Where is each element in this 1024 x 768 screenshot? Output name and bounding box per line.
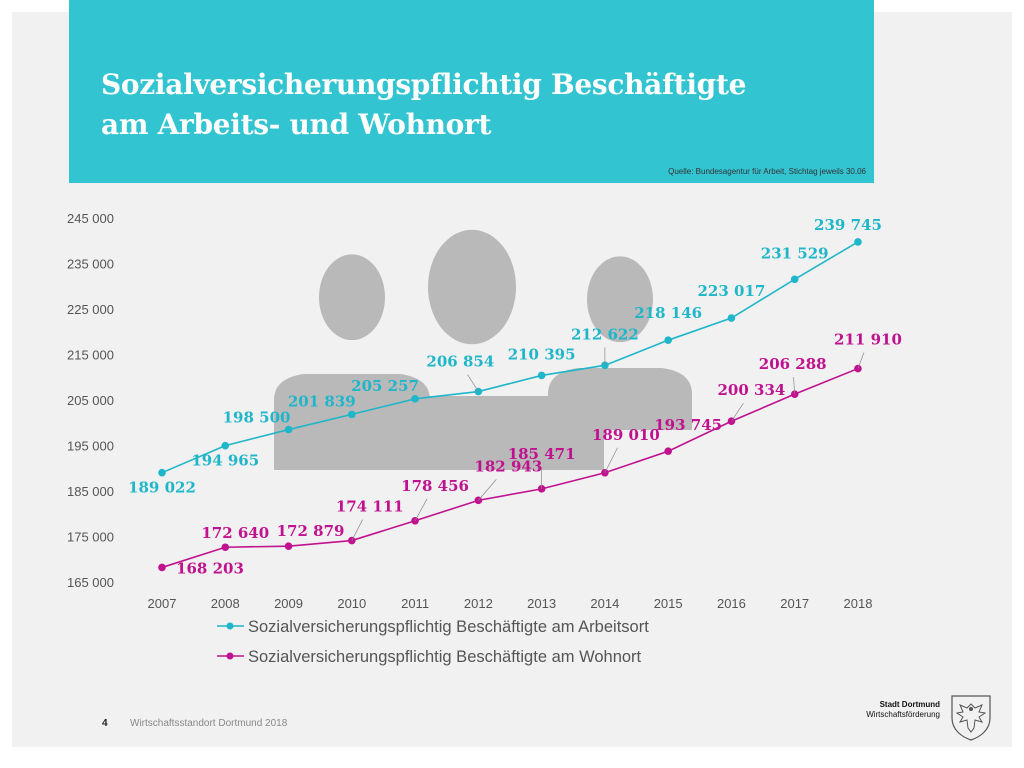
eagle-crest-icon: [951, 695, 991, 741]
y-tick-label: 245 000: [67, 211, 114, 226]
data-point: [790, 275, 799, 284]
footer-text: Wirtschaftsstandort Dortmund 2018: [130, 718, 288, 729]
data-point: [537, 371, 546, 380]
person-head-icon: [319, 254, 385, 341]
data-point: [537, 485, 546, 493]
logo-line-1: Stadt Dortmund: [879, 700, 940, 709]
data-point: [854, 238, 862, 246]
x-tick-label: 2014: [590, 596, 619, 611]
x-tick-label: 2012: [464, 596, 493, 611]
data-label: 168 203: [176, 559, 244, 577]
x-tick-label: 2016: [717, 596, 746, 611]
data-label: 172 879: [277, 522, 345, 540]
data-point: [158, 468, 166, 477]
legend-label: Sozialversicherungspflichtig Beschäftigt…: [248, 648, 642, 666]
data-label: 174 111: [336, 498, 404, 516]
person-head-icon: [428, 229, 516, 345]
label-leader-line: [478, 479, 497, 501]
x-axis: 2007 2008 2009 2010 2011 2012 2013 2014 2015 2016…: [148, 596, 873, 611]
series-layer: [158, 238, 862, 572]
data-label: 182 943: [474, 457, 542, 475]
data-label: 206 288: [759, 355, 827, 373]
data-label: 178 456: [401, 477, 469, 495]
x-tick-label: 2008: [211, 596, 240, 611]
person-body-icon: [340, 396, 604, 470]
data-label: 218 146: [634, 304, 702, 322]
label-leader-line: [793, 377, 796, 395]
y-tick-label: 225 000: [67, 302, 114, 317]
x-tick-label: 2010: [337, 596, 366, 611]
data-label: 193 745: [654, 416, 722, 434]
data-point: [727, 314, 736, 322]
label-leader-line: [467, 374, 479, 392]
data-point: [664, 336, 672, 344]
series-line: [161, 241, 859, 474]
data-point: [158, 563, 166, 572]
data-point: [221, 543, 230, 552]
data-point: [348, 410, 356, 419]
label-leader-line: [731, 403, 744, 422]
title-line-1: Sozialversicherungspflichtig Beschäftigt…: [101, 68, 747, 101]
person-head-icon: [587, 256, 653, 343]
data-label: 189 022: [128, 479, 196, 497]
data-label: 172 640: [201, 524, 269, 542]
data-label: 198 500: [223, 409, 291, 427]
data-label: 210 395: [508, 345, 576, 363]
y-tick-label: 205 000: [67, 393, 114, 408]
x-tick-label: 2009: [274, 596, 303, 611]
legend-label: Sozialversicherungspflichtig Beschäftigt…: [248, 618, 649, 636]
logo-line-2: Wirtschaftsförderung: [866, 710, 940, 719]
data-label: 205 257: [351, 377, 419, 395]
legend-marker: [226, 622, 234, 630]
page-number: 4: [102, 718, 108, 729]
x-tick-label: 2013: [527, 596, 556, 611]
data-label: 231 529: [761, 244, 829, 262]
data-point: [411, 395, 419, 403]
data-point: [474, 387, 483, 396]
x-tick-label: 2015: [654, 596, 683, 611]
source-note: Quelle: Bundesagentur für Arbeit, Sticht…: [668, 167, 866, 176]
y-axis: 245 000 235 000 225 000 215 000 205 000 195 0…: [67, 211, 114, 590]
data-point: [284, 542, 293, 550]
legend-marker: [226, 652, 234, 660]
x-tick-label: 2018: [844, 596, 873, 611]
data-label: 223 017: [698, 282, 766, 300]
data-label: 206 854: [426, 353, 494, 371]
data-label: 185 471: [508, 445, 576, 463]
data-label: 212 622: [571, 325, 639, 343]
x-tick-label: 2007: [148, 596, 177, 611]
label-leader-line: [351, 519, 363, 541]
data-label: 211 910: [834, 331, 902, 349]
title-line-2: am Arbeits- und Wohnort: [101, 108, 492, 141]
people-group-icon: [274, 229, 692, 470]
city-logo-text: Stadt Dortmund Wirtschaftsförderung: [842, 700, 940, 720]
label-leader-line: [604, 447, 618, 473]
data-label: 201 839: [288, 392, 356, 410]
data-label: 200 334: [718, 381, 786, 399]
data-point: [601, 468, 609, 477]
y-tick-label: 195 000: [67, 439, 114, 454]
page-title: Sozialversicherungspflichtig Beschäftigt…: [101, 65, 861, 145]
y-tick-label: 165 000: [67, 575, 114, 590]
label-leader-line: [857, 352, 865, 369]
data-point: [221, 441, 230, 450]
x-tick-label: 2017: [780, 596, 809, 611]
y-tick-label: 235 000: [67, 257, 114, 272]
data-point: [664, 447, 672, 456]
title-banner: Sozialversicherungspflichtig Beschäftigt…: [69, 0, 874, 183]
data-label: 239 745: [814, 216, 882, 234]
y-tick-label: 185 000: [67, 484, 114, 499]
y-tick-label: 175 000: [67, 530, 114, 545]
series-line: [161, 367, 859, 569]
data-point: [284, 425, 293, 434]
x-tick-label: 2011: [401, 596, 429, 611]
data-label: 189 010: [592, 426, 660, 444]
y-tick-label: 215 000: [67, 348, 114, 363]
legend: Sozialversicherungspflichtig Beschäftigt…: [217, 618, 649, 666]
label-leader-line: [414, 498, 428, 521]
data-label: 194 965: [191, 452, 259, 470]
